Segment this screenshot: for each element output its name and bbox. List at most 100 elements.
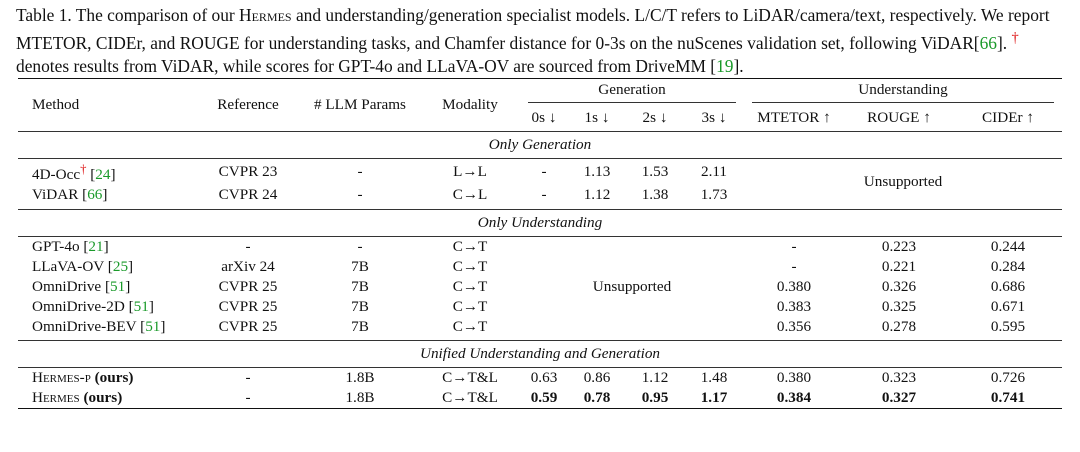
- cider-cell: 0.595: [990, 317, 1026, 335]
- mtetor-cell: 0.384: [776, 389, 812, 407]
- cider-cell: 0.244: [954, 235, 1062, 257]
- citation-link[interactable]: 66: [87, 186, 103, 204]
- section-only-understanding: Only Understanding: [18, 208, 1062, 237]
- header-rouge: ROUGE ↑: [867, 109, 931, 126]
- rouge-cell: 0.323: [844, 367, 954, 389]
- params-cell: 7B: [351, 257, 369, 275]
- params-cell: -: [300, 158, 420, 186]
- gen-0s-cell: -: [520, 158, 568, 186]
- params-cell: 1.8B: [300, 367, 420, 389]
- dagger-mark: †: [80, 162, 87, 176]
- method-cell: Hermes-p (ours): [18, 367, 196, 389]
- method-name: Hermes-p: [32, 369, 91, 387]
- citation-link[interactable]: 51: [133, 297, 149, 315]
- caption-text: and understanding/generation specialist …: [16, 5, 1050, 53]
- table-row: LLaVA-OV [25] arXiv 24 7B C→T - 0.221 0.…: [18, 257, 1062, 277]
- gen-1s-cell: 1.13: [568, 158, 626, 186]
- modality-cell: C→T: [420, 235, 520, 257]
- gen-3s-cell: 1.73: [700, 186, 728, 204]
- rouge-cell: 0.223: [844, 235, 954, 257]
- method-cell: 4D-Occ† [24]: [18, 158, 196, 186]
- header-method: Method: [32, 96, 80, 113]
- ours-label: (ours): [83, 389, 123, 407]
- section-only-generation: Only Generation: [18, 131, 1062, 159]
- unsupported-cell: Unsupported: [744, 158, 1062, 206]
- method-cell: ViDAR [66]: [32, 186, 108, 204]
- dagger-mark: †: [1011, 30, 1019, 46]
- citation-link[interactable]: 24: [95, 166, 111, 184]
- header-gen-2s: 2s ↓: [642, 109, 668, 126]
- header-reference: Reference: [217, 96, 279, 113]
- gen-1s-cell: 0.86: [568, 367, 626, 389]
- gen-2s-cell: 0.95: [641, 389, 669, 407]
- caption-hermes: Hermes: [239, 5, 292, 25]
- method-cell: LLaVA-OV [25]: [32, 257, 134, 275]
- mtetor-cell: 0.383: [776, 297, 812, 315]
- unsupported-cell: Unsupported: [520, 235, 744, 337]
- reference-cell: CVPR 25: [218, 317, 278, 335]
- rouge-cell: 0.221: [881, 257, 917, 275]
- reference-cell: CVPR 25: [218, 277, 278, 295]
- params-cell: 7B: [351, 297, 369, 315]
- reference-cell: CVPR 24: [218, 186, 278, 204]
- cider-cell: 0.726: [954, 367, 1062, 389]
- header-understanding-label: Understanding: [752, 81, 1054, 103]
- header-cider: CIDEr ↑: [982, 109, 1034, 126]
- gen-0s-cell: 0.63: [520, 367, 568, 389]
- method-name: 4D-Occ: [32, 166, 81, 184]
- header-gen-3s: 3s ↓: [701, 109, 727, 126]
- mtetor-cell: 0.356: [776, 317, 812, 335]
- section-unified: Unified Understanding and Generation: [18, 340, 1062, 368]
- table-row: ViDAR [66] CVPR 24 - C→L - 1.12 1.38 1.7…: [18, 185, 1062, 205]
- reference-cell: -: [196, 235, 300, 257]
- caption-text: denotes results from ViDAR, while scores…: [16, 55, 717, 76]
- mtetor-cell: 0.380: [744, 367, 844, 389]
- citation-link[interactable]: 21: [88, 237, 104, 255]
- table-caption: Table 1. The comparison of our Hermes an…: [16, 4, 1072, 78]
- header-llm-params: # LLM Params: [314, 96, 406, 113]
- params-cell: 1.8B: [345, 389, 375, 407]
- gen-3s-cell: 1.48: [684, 367, 744, 389]
- gen-2s-cell: 1.53: [626, 158, 684, 186]
- method-name: GPT-4o: [32, 237, 80, 255]
- gen-1s-cell: 0.78: [583, 389, 611, 407]
- mtetor-cell: 0.380: [776, 277, 812, 295]
- rouge-cell: 0.327: [881, 389, 917, 407]
- mtetor-cell: -: [791, 257, 797, 275]
- modality-cell: C→T&L: [442, 389, 498, 407]
- caption-text: Table 1. The comparison of our: [16, 5, 240, 25]
- method-name: OmniDrive-2D: [32, 297, 125, 315]
- comparison-table: Method Reference # LLM Params Modality G…: [18, 78, 1062, 409]
- caption-text: ].: [733, 55, 744, 76]
- table-row: OmniDrive [51] CVPR 25 7B C→T 0.380 0.32…: [18, 277, 1062, 297]
- reference-cell: CVPR 23: [196, 158, 300, 186]
- cider-cell: 0.671: [990, 297, 1026, 315]
- table-row: Hermes-p (ours) - 1.8B C→T&L 0.63 0.86 1…: [18, 367, 1062, 389]
- table-row: OmniDrive-2D [51] CVPR 25 7B C→T 0.383 0…: [18, 297, 1062, 317]
- modality-cell: C→T&L: [420, 367, 520, 389]
- reference-cell: CVPR 25: [218, 297, 278, 315]
- table-row: Hermes (ours) - 1.8B C→T&L 0.59 0.78 0.9…: [18, 388, 1062, 409]
- method-name: OmniDrive-BEV: [32, 317, 137, 335]
- modality-cell: C→T: [452, 277, 488, 295]
- params-cell: -: [300, 235, 420, 257]
- method-name: Hermes: [32, 389, 80, 407]
- citation-link[interactable]: 51: [145, 317, 161, 335]
- header-gen-1s: 1s ↓: [584, 109, 610, 126]
- header-modality: Modality: [442, 96, 498, 113]
- method-cell: OmniDrive-2D [51]: [32, 297, 154, 315]
- citation-link[interactable]: 25: [112, 257, 129, 275]
- citation-link[interactable]: 19: [716, 55, 734, 76]
- citation-link[interactable]: 66: [979, 32, 997, 53]
- section-row: Only Understanding: [18, 208, 1062, 237]
- method-cell: GPT-4o [21]: [18, 235, 196, 257]
- modality-cell: C→T: [452, 317, 488, 335]
- gen-1s-cell: 1.12: [583, 186, 611, 204]
- citation-link[interactable]: 51: [110, 277, 126, 295]
- header-row: Method Reference # LLM Params Modality G…: [18, 78, 1062, 113]
- header-understanding: Understanding: [744, 79, 1062, 106]
- gen-3s-cell: 2.11: [684, 158, 744, 186]
- header-gen-0s: 0s ↓: [531, 109, 557, 126]
- header-generation-label: Generation: [528, 81, 736, 103]
